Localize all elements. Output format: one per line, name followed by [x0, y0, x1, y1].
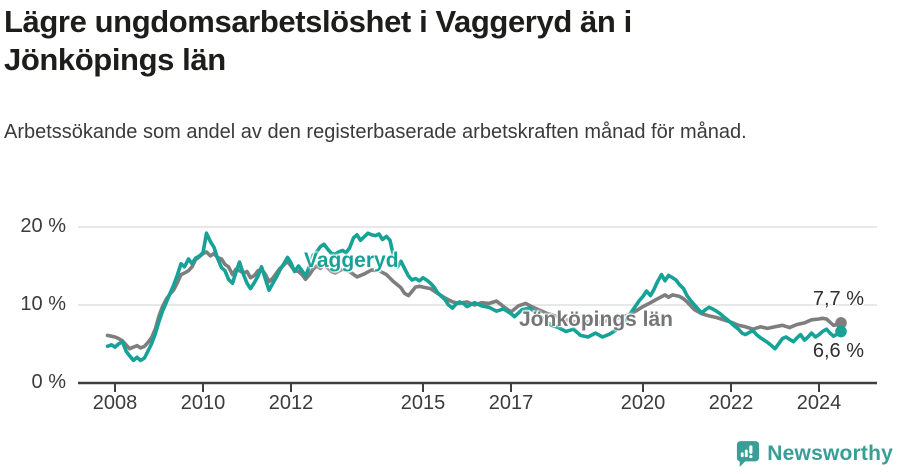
end-dot-j-nk-pings-l-n [835, 317, 847, 329]
chart-subtitle: Arbetssökande som andel av den registerb… [4, 121, 747, 143]
x-tick-label-2017: 2017 [488, 392, 534, 414]
chart-title: Lägre ungdomsarbetslöshet i Vaggeryd än … [4, 4, 632, 77]
x-tick-label-2015: 2015 [400, 392, 446, 414]
x-tick-label-2020: 2020 [620, 392, 666, 414]
x-tick-label-2010: 2010 [180, 392, 226, 414]
end-value-label-vaggeryd: 6,6 % [812, 340, 864, 362]
series-line-vaggeryd [105, 231, 843, 363]
bar-chart-speech-bubble-icon [737, 441, 760, 467]
end-dot-vaggeryd [835, 325, 847, 338]
x-tick-label-2022: 2022 [708, 392, 754, 414]
y-tick-label-20: 20 % [20, 215, 66, 237]
x-tick-label-2008: 2008 [92, 392, 138, 414]
y-tick-label-0: 0 % [31, 371, 66, 393]
brand-name: Newsworthy [767, 442, 893, 465]
series-label-vaggeryd: Vaggeryd [304, 249, 399, 272]
series-label-jonkopings-lan: Jönköpings län [519, 308, 674, 331]
x-tick-label-2024: 2024 [796, 392, 842, 414]
x-tick-label-2012: 2012 [268, 392, 314, 414]
y-tick-label-10: 10 % [20, 293, 66, 315]
newsworthy-brand-link[interactable]: Newsworthy [736, 440, 893, 468]
series-line-j-nk-pings-l-n [105, 250, 843, 351]
end-value-label-jonkopings-lan: 7,7 % [812, 288, 864, 310]
